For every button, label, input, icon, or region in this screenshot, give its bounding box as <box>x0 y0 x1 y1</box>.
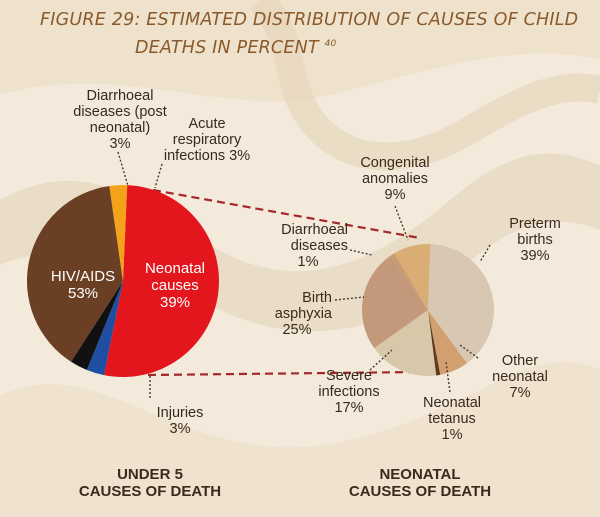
label-diar-line3: neonatal) <box>89 120 151 136</box>
caption-under5: UNDER 5 CAUSES OF DEATH <box>60 466 240 500</box>
label-other-neonatal: Other neonatal 7% <box>480 353 560 401</box>
label-asph-line1: Birth <box>302 290 332 306</box>
leader-line <box>479 244 491 263</box>
label-neo-line1: Neonatal <box>144 260 206 277</box>
label-cong-line3: 9% <box>384 187 406 203</box>
label-hiv-aids: HIV/AIDS 53% <box>38 268 128 302</box>
figure-title: FIGURE 29: ESTIMATED DISTRIBUTION OF CAU… <box>40 8 580 60</box>
title-line-1: FIGURE 29: ESTIMATED DISTRIBUTION OF CAU… <box>40 10 579 30</box>
label-pre-line2: births <box>517 232 553 248</box>
label-sev-line3: 17% <box>334 400 364 416</box>
pie-slice-birth-asphyxia <box>362 255 428 349</box>
label-diar-line1: Diarrhoeal <box>86 88 154 104</box>
leader-line <box>445 361 451 393</box>
label-oth-line1: Other <box>501 353 539 369</box>
pie-slice-diarrhoeal-diseases <box>390 253 428 310</box>
pie-slice-injuries <box>109 184 128 281</box>
label-acute-respiratory: Acute respiratory infections 3% <box>152 116 262 164</box>
pie-slice-preterm-births <box>428 244 494 364</box>
title-line-2-text: DEATHS IN PERCENT <box>135 37 319 58</box>
label-ari-line1: Acute <box>188 116 226 132</box>
label-oth-line2: neonatal <box>492 369 548 385</box>
pie-slice-diarrhoeal-diseases-post-neonatal <box>86 281 123 376</box>
leader-line <box>154 163 163 189</box>
label-congenital-anomalies: Congenital anomalies 9% <box>345 155 445 203</box>
connector-line <box>147 370 421 377</box>
label-diar-line2: diseases (post <box>73 104 167 120</box>
caption-under5-line2: CAUSES OF DEATH <box>78 483 222 500</box>
label-tet-line1: Neonatal <box>422 395 482 411</box>
label-neonatal-tetanus: Neonatal tetanus 1% <box>412 395 492 443</box>
pie-slice-other-neonatal <box>428 310 467 375</box>
zoom-connectors <box>147 188 421 377</box>
label-inj-line2: 3% <box>169 421 191 437</box>
label-ari-line3: infections 3% <box>163 148 251 164</box>
label-cong-line2: anomalies <box>361 171 429 187</box>
label-ndiar-line1: Diarrhoeal <box>281 222 348 238</box>
label-asph-line2: asphyxia <box>274 306 332 322</box>
title-line-2: DEATHS IN PERCENT 40 <box>40 32 580 60</box>
label-sev-line1: Severe <box>326 368 372 384</box>
label-pre-line3: 39% <box>520 248 550 264</box>
pie-slice-hiv-aids <box>104 185 220 377</box>
under5-pie <box>26 184 220 377</box>
label-leader-lines <box>117 151 491 398</box>
label-diarrhoeal-post-neonatal: Diarrhoeal diseases (post neonatal) 3% <box>60 88 180 152</box>
pie-slice-congenital-anomalies <box>394 244 431 310</box>
label-oth-line3: 7% <box>509 385 531 401</box>
label-ndiar-line3: 1% <box>297 254 319 270</box>
label-diar-line4: 3% <box>109 136 131 152</box>
caption-neonatal-line1: NEONATAL <box>379 466 461 483</box>
caption-neonatal-line2: CAUSES OF DEATH <box>348 483 492 500</box>
pie-slice-acute-respiratory-infections <box>71 281 123 370</box>
leader-line <box>369 349 393 371</box>
label-neo-line2: causes <box>151 277 199 294</box>
leader-line <box>349 249 373 256</box>
label-neonatal-causes: Neonatal causes 39% <box>130 260 220 311</box>
label-hiv-line1: HIV/AIDS <box>50 268 116 285</box>
leader-line <box>117 151 129 187</box>
label-ndiar-line2: diseases <box>290 238 348 254</box>
label-pre-line1: Preterm <box>509 216 561 232</box>
label-asph-line3: 25% <box>282 322 312 338</box>
label-cong-line1: Congenital <box>360 155 430 171</box>
pie-slice-severe-infections <box>374 310 437 377</box>
label-injuries: Injuries 3% <box>140 405 220 437</box>
label-hiv-line2: 53% <box>67 285 99 302</box>
label-diarrhoeal-diseases: Diarrhoeal diseases 1% <box>268 222 348 270</box>
label-birth-asphyxia: Birth asphyxia 25% <box>262 290 332 338</box>
label-tet-line2: tetanus <box>428 411 476 427</box>
footnote-ref: 40 <box>324 39 337 49</box>
label-tet-line3: 1% <box>441 427 463 443</box>
pie-slice-neonatal-causes <box>26 185 123 362</box>
neonatal-pie <box>362 244 494 377</box>
label-severe-infections: Severe infections 17% <box>304 368 394 416</box>
label-preterm-births: Preterm births 39% <box>500 216 570 264</box>
leader-line <box>334 296 365 301</box>
connector-line <box>152 188 421 240</box>
label-neo-line3: 39% <box>159 294 191 311</box>
label-inj-line1: Injuries <box>156 405 204 421</box>
caption-under5-line1: UNDER 5 <box>117 466 183 483</box>
caption-neonatal: NEONATAL CAUSES OF DEATH <box>325 466 515 500</box>
label-sev-line2: infections <box>318 384 380 400</box>
label-ari-line2: respiratory <box>172 132 242 148</box>
pie-slice-neonatal-tetanus <box>428 310 441 376</box>
